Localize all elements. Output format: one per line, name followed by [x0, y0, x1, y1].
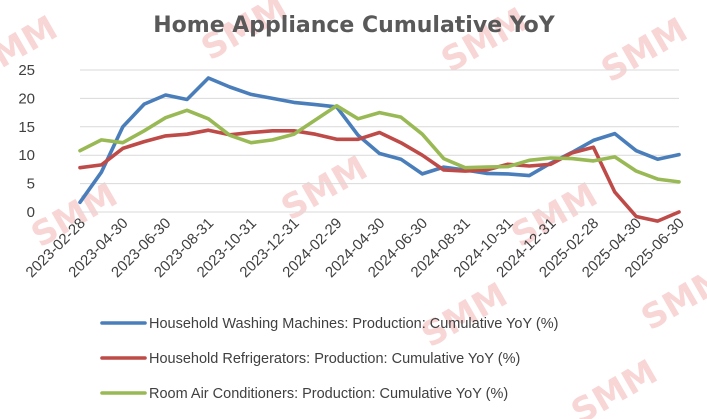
legend-label-1: Household Refrigerators: Production: Cum… — [149, 351, 520, 367]
series-lines — [78, 76, 681, 223]
watermark-8: SMM — [635, 258, 707, 339]
watermark-9: SMM — [565, 352, 665, 419]
series-line-1 — [78, 128, 681, 223]
x-axis-ticks: 2023-02-282023-04-302023-06-302023-08-31… — [23, 215, 688, 281]
series-line-2 — [78, 104, 681, 184]
legend-label-2: Room Air Conditioners: Production: Cumul… — [149, 386, 508, 402]
legend: Household Washing Machines: Production: … — [100, 316, 558, 402]
y-tick-label: 25 — [18, 62, 35, 79]
legend-label-0: Household Washing Machines: Production: … — [149, 316, 558, 332]
watermark-3: SMM — [595, 10, 695, 91]
y-tick-label: 10 — [18, 147, 35, 164]
y-tick-label: 5 — [27, 176, 35, 193]
y-tick-label: 15 — [18, 119, 35, 136]
y-tick-label: 20 — [18, 90, 35, 107]
series-line-0 — [78, 76, 681, 205]
y-tick-label: 0 — [27, 204, 35, 221]
y-axis-ticks: 0 5 10 15 20 25 — [18, 62, 35, 221]
chart-title: Home Appliance Cumulative YoY — [153, 13, 556, 38]
